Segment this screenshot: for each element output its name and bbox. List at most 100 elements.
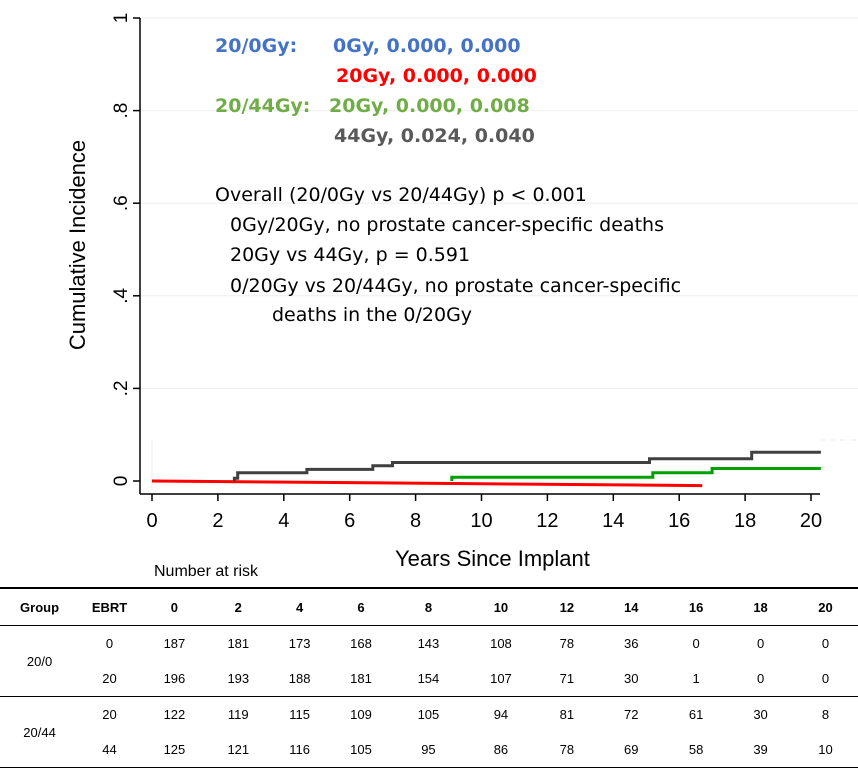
risk-group-name: 20/44 [0, 696, 80, 768]
x-tick-label: 14 [602, 510, 624, 532]
risk-table-title: Number at risk [154, 563, 259, 580]
annotation-20-44-20gy: 20Gy, 0.000, 0.008 [329, 95, 530, 117]
y-tick-label: .6 [111, 195, 132, 211]
risk-count-cell: 71 [559, 671, 575, 686]
x-tick-label: 6 [344, 510, 355, 532]
risk-count-cell: 78 [559, 636, 575, 651]
y-axis-label: Cumulative Incidence [65, 139, 90, 351]
x-tick-label: 8 [410, 510, 421, 532]
header-cell: 2 [208, 587, 268, 626]
risk-count-cell: 122 [139, 696, 209, 732]
header-cell: 6 [331, 587, 391, 626]
x-ticks: 0 2 4 6 8 10 12 14 16 18 20 [146, 494, 822, 532]
annotation-group-20-44: 20/44Gy: [215, 95, 311, 117]
risk-count-cell: 119 [208, 696, 268, 732]
x-tick-label: 12 [536, 510, 558, 532]
risk-count-cell: 196 [163, 671, 186, 686]
risk-ebrt-cell: 44 [79, 732, 140, 768]
header-cell: 16 [664, 587, 729, 626]
risk-ebrt-cell: 20 [79, 696, 140, 732]
annotation-20gy-44gy: 20Gy vs 44Gy, p = 0.591 [230, 244, 471, 266]
x-tick-label: 20 [800, 510, 822, 532]
risk-count-cell: 0 [821, 636, 830, 651]
risk-count-cell: 0 [756, 636, 765, 651]
x-tick-label: 10 [470, 510, 492, 532]
x-tick-label: 4 [278, 510, 289, 532]
risk-table-row: 20/44 20 122 119 115 109 105 94 81 72 61 30 8 [0, 696, 858, 768]
annotation-group-20-0: 20/0Gy: [215, 35, 298, 57]
grid-lines [141, 17, 858, 490]
annotation-groups-compare-cont: deaths in the 0/20Gy [272, 304, 473, 326]
y-tick-label: .4 [111, 287, 132, 303]
risk-count-cell: 143 [417, 636, 440, 651]
risk-count-cell: 109 [331, 696, 391, 732]
header-cell: 20 [793, 587, 858, 626]
risk-table-row: 44 125 121 116 105 95 86 78 69 58 39 10 [0, 732, 858, 768]
x-tick-label: 16 [668, 510, 690, 532]
risk-count-cell: 181 [227, 636, 250, 651]
risk-ebrt-cell: 0 [105, 636, 114, 651]
annotation-0gy-20gy: 0Gy/20Gy, no prostate cancer-specific de… [230, 214, 664, 236]
risk-count-cell: 72 [598, 696, 665, 732]
risk-count-cell: 107 [490, 671, 512, 686]
risk-count-cell: 108 [490, 636, 512, 651]
series-line-2 [232, 450, 821, 481]
risk-count-cell: 0 [692, 636, 700, 651]
risk-count-cell: 30 [728, 696, 794, 732]
risk-count-cell: 39 [728, 732, 794, 768]
x-tick-label: 0 [146, 510, 157, 532]
risk-count-cell: 8 [793, 696, 858, 732]
risk-count-cell: 0 [821, 671, 830, 686]
annotation-20-44-44gy: 44Gy, 0.024, 0.040 [334, 125, 535, 147]
header-cell: 14 [598, 587, 665, 626]
axes [139, 18, 820, 495]
y-tick-label: 1 [111, 13, 132, 24]
x-tick-label: 18 [734, 510, 756, 532]
x-tick-label: 2 [212, 510, 223, 532]
annotation-overall-p-text: Overall (20/0Gy vs 20/44Gy) p < 0.001 [215, 184, 587, 206]
annotation-groups-compare: 0/20Gy vs 20/44Gy, no prostate cancer-sp… [230, 275, 682, 297]
risk-count-cell: 187 [163, 636, 186, 651]
risk-count-cell: 81 [535, 696, 599, 732]
risk-count-cell: 69 [598, 732, 665, 768]
header-cell: 4 [267, 587, 332, 626]
y-ticks: 0 .2 .4 .6 .8 1 [111, 13, 140, 487]
series-line-1 [450, 467, 821, 481]
risk-count-cell: 10 [793, 732, 858, 768]
header-cell: Group [0, 587, 80, 626]
x-axis-label: Years Since Implant [395, 546, 590, 571]
risk-count-cell: 173 [288, 636, 311, 651]
risk-count-cell: 95 [390, 732, 467, 768]
header-cell: 10 [466, 587, 536, 626]
risk-count-cell: 94 [466, 696, 536, 732]
risk-table-row: 20/0 0 187 181 173 168 143 108 78 36 0 0 0 [0, 626, 858, 669]
risk-group-name: 20/0 [26, 653, 53, 669]
risk-count-cell: 154 [417, 671, 440, 686]
risk-table: Group EBRT 0 2 4 6 8 10 12 14 16 18 20 2… [0, 587, 858, 768]
risk-count-cell: 116 [267, 732, 332, 768]
header-cell: EBRT [79, 587, 140, 626]
risk-count-cell: 105 [331, 732, 391, 768]
risk-count-cell: 1 [692, 671, 700, 686]
annotation-20-0-0gy: 0Gy, 0.000, 0.000 [333, 35, 521, 57]
risk-count-cell: 0 [756, 671, 765, 686]
header-cell: 8 [390, 587, 467, 626]
header-cell: 18 [728, 587, 794, 626]
risk-count-cell: 181 [350, 671, 372, 686]
series-lines [151, 450, 821, 488]
y-tick-label: 0 [111, 476, 132, 487]
header-cell: 12 [535, 587, 599, 626]
risk-count-cell: 168 [350, 636, 372, 651]
risk-count-cell: 188 [288, 671, 311, 686]
risk-count-cell: 30 [624, 671, 639, 686]
risk-count-cell: 58 [664, 732, 729, 768]
risk-ebrt-cell: 20 [102, 671, 117, 686]
y-tick-label: .2 [111, 380, 132, 396]
header-cell: 0 [139, 587, 209, 626]
risk-count-cell: 86 [466, 732, 536, 768]
risk-count-cell: 78 [535, 732, 599, 768]
annotation-20-0-20gy: 20Gy, 0.000, 0.000 [336, 65, 537, 87]
risk-count-cell: 121 [208, 732, 268, 768]
annotation-overall-p: Overall (20/0Gy vs 20/44Gy) p < 0.001 [215, 184, 587, 206]
risk-count-cell: 105 [390, 696, 467, 732]
